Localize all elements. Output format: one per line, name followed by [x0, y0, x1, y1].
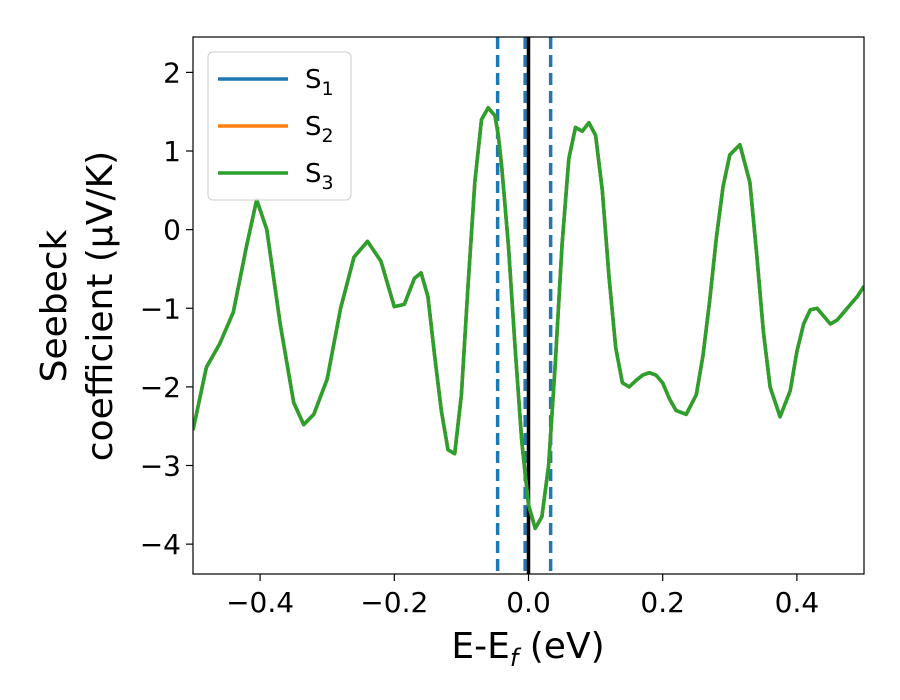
x-axis-title-main: E-E — [451, 626, 509, 667]
x-axis-title-unit: (eV) — [518, 626, 604, 667]
x-tick-label: −0.2 — [360, 586, 428, 619]
y-tick-label: −3 — [140, 449, 181, 482]
y-axis-title-line1: Seebeck — [34, 229, 75, 382]
x-tick-label: 0.4 — [775, 586, 820, 619]
y-tick-label: −4 — [140, 528, 181, 561]
y-tick-label: 1 — [163, 135, 181, 168]
legend: S1 S2 S3 — [207, 51, 352, 201]
x-tick-label: −0.4 — [226, 586, 294, 619]
y-axis-title-line2: coefficient (μV/K) — [80, 151, 121, 461]
legend-label-s2: S2 — [305, 112, 334, 147]
y-tick-label: 2 — [163, 56, 181, 89]
x-tick-label: 0.2 — [640, 586, 685, 619]
y-tick-label: −2 — [140, 371, 181, 404]
legend-label-s3: S3 — [305, 159, 334, 194]
legend-label-s1: S1 — [305, 65, 334, 100]
y-tick-label: 0 — [163, 214, 181, 247]
series-line-s3 — [193, 106, 864, 531]
x-axis-title: E-Ef (eV) — [451, 626, 604, 672]
x-tick-label: 0.0 — [506, 586, 551, 619]
y-tick-label: −1 — [140, 292, 181, 325]
